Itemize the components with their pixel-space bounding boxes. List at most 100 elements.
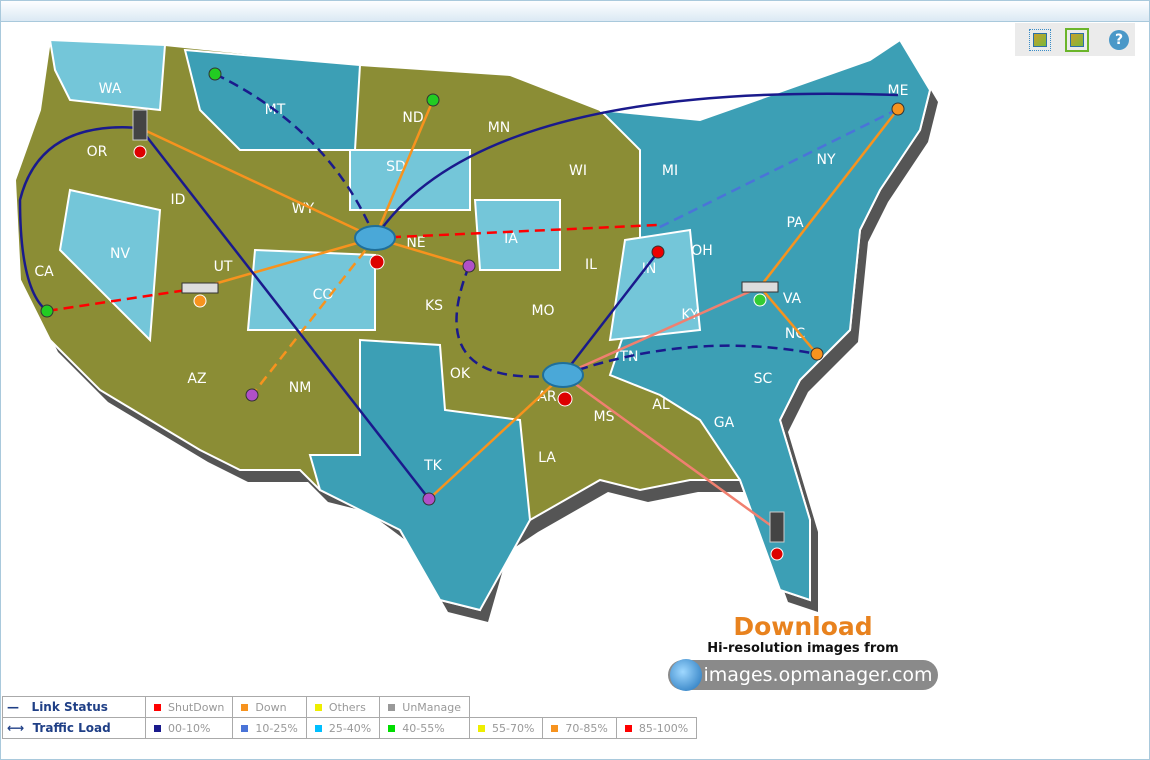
state-label-ia: IA: [504, 231, 518, 247]
network-link: [428, 374, 564, 500]
state-ia: [473, 199, 561, 271]
server-icon: [132, 109, 148, 141]
traffic-load-label: Traffic Load: [32, 721, 111, 735]
legend-item: ShutDown: [144, 696, 234, 718]
server-icon: [769, 511, 785, 543]
router-icon: [354, 225, 396, 251]
state-label-ok: OK: [450, 366, 471, 382]
help-icon[interactable]: ?: [1109, 29, 1129, 50]
legend: — Link Status ShutDown Down Others UnMan…: [2, 696, 698, 739]
state-label-ks: KS: [425, 298, 443, 314]
top-bar: [1, 1, 1149, 22]
state-label-tk: TK: [423, 458, 443, 474]
link-status-label: Link Status: [31, 700, 108, 714]
state-label-nd: ND: [402, 110, 423, 126]
fit-to-screen-icon[interactable]: [1065, 27, 1089, 52]
endpoint-node: [426, 93, 440, 107]
endpoint-node: [462, 259, 476, 273]
state-sd: [349, 149, 471, 211]
state-label-ms: MS: [594, 409, 615, 425]
state-label-id: ID: [171, 192, 186, 208]
legend-item: Others: [305, 696, 381, 718]
legend-item: Down: [232, 696, 307, 718]
state-label-sd: SD: [386, 159, 406, 175]
error-status-icon: [133, 145, 147, 159]
network-link: [562, 344, 818, 377]
network-link: [251, 237, 376, 396]
network-link: [562, 373, 778, 532]
legend-item: 10-25%: [232, 717, 307, 739]
promo-link[interactable]: images.opmanager.com: [668, 659, 938, 691]
state-label-nc: NC: [785, 326, 805, 342]
error-status-icon: [369, 254, 385, 270]
switch-icon: [741, 281, 779, 293]
network-link: [562, 285, 761, 377]
state-label-al: AL: [652, 397, 670, 413]
state-label-wy: WY: [292, 201, 315, 217]
state-label-oh: OH: [691, 243, 713, 259]
network-map: WAORCANVIDMTWYUTCOAZNMNDSDNEKSOKTKMNIAMO…: [13, 38, 938, 622]
state-label-az: AZ: [187, 371, 206, 387]
state-label-or: OR: [87, 144, 108, 160]
network-link: [214, 72, 377, 239]
legend-item: 00-10%: [144, 717, 234, 739]
map-view-icon[interactable]: [1029, 28, 1051, 51]
state-label-pa: PA: [786, 215, 804, 231]
error-status-icon: [770, 547, 784, 561]
state-label-ut: UT: [214, 259, 233, 275]
switch-icon: [181, 282, 219, 294]
status-icon: [753, 293, 767, 307]
endpoint-node: [422, 492, 436, 506]
network-link: [562, 251, 659, 376]
network-link: [199, 236, 376, 290]
network-link: [759, 286, 818, 355]
globe-icon: [670, 659, 702, 691]
state-wa: [48, 38, 167, 112]
status-icon: [193, 294, 207, 308]
download-promo[interactable]: Download Hi-resolution images from image…: [668, 612, 938, 691]
state-label-mn: MN: [488, 120, 511, 136]
promo-title: Download: [733, 612, 873, 641]
network-link: [139, 127, 430, 500]
state-label-la: LA: [538, 450, 556, 466]
state-label-me: ME: [888, 83, 909, 99]
state-label-nv: NV: [110, 246, 130, 262]
network-link: [18, 126, 141, 312]
state-label-nm: NM: [289, 380, 312, 396]
state-mt: [183, 48, 362, 151]
network-link: [373, 92, 899, 239]
legend-item: 85-100%: [615, 717, 698, 739]
endpoint-node: [245, 388, 259, 402]
state-co: [246, 248, 376, 331]
network-link: [759, 108, 899, 288]
state-label-ne: NE: [406, 235, 425, 251]
legend-item: 70-85%: [542, 717, 617, 739]
legend-traffic-load-header: ⟷ Traffic Load: [2, 717, 146, 739]
network-link: [139, 126, 376, 240]
state-label-sc: SC: [754, 371, 773, 387]
endpoint-node: [208, 67, 222, 81]
map-toolbar: ?: [1015, 23, 1135, 56]
state-label-il: IL: [585, 257, 597, 273]
network-link: [373, 99, 435, 239]
endpoint-node: [651, 245, 665, 259]
promo-site: images.opmanager.com: [703, 664, 933, 686]
east-region: [597, 38, 932, 602]
network-link: [46, 286, 201, 313]
router-icon: [542, 362, 584, 388]
state-label-co: CO: [313, 287, 334, 303]
endpoint-node: [40, 304, 54, 318]
promo-subtitle: Hi-resolution images from: [707, 641, 899, 656]
error-status-icon: [557, 391, 573, 407]
endpoint-node: [891, 102, 905, 116]
network-link: [657, 107, 899, 230]
state-label-wa: WA: [99, 81, 122, 97]
legend-traffic-load-row: ⟷ Traffic Load 00-10% 10-25% 25-40% 40-5…: [2, 717, 698, 739]
state-label-wi: WI: [569, 163, 587, 179]
state-label-mi: MI: [662, 163, 678, 179]
endpoint-node: [810, 347, 824, 361]
network-link: [455, 265, 564, 378]
legend-item: 55-70%: [468, 717, 544, 739]
state-label-ca: CA: [34, 264, 54, 280]
state-tx: [308, 338, 532, 612]
